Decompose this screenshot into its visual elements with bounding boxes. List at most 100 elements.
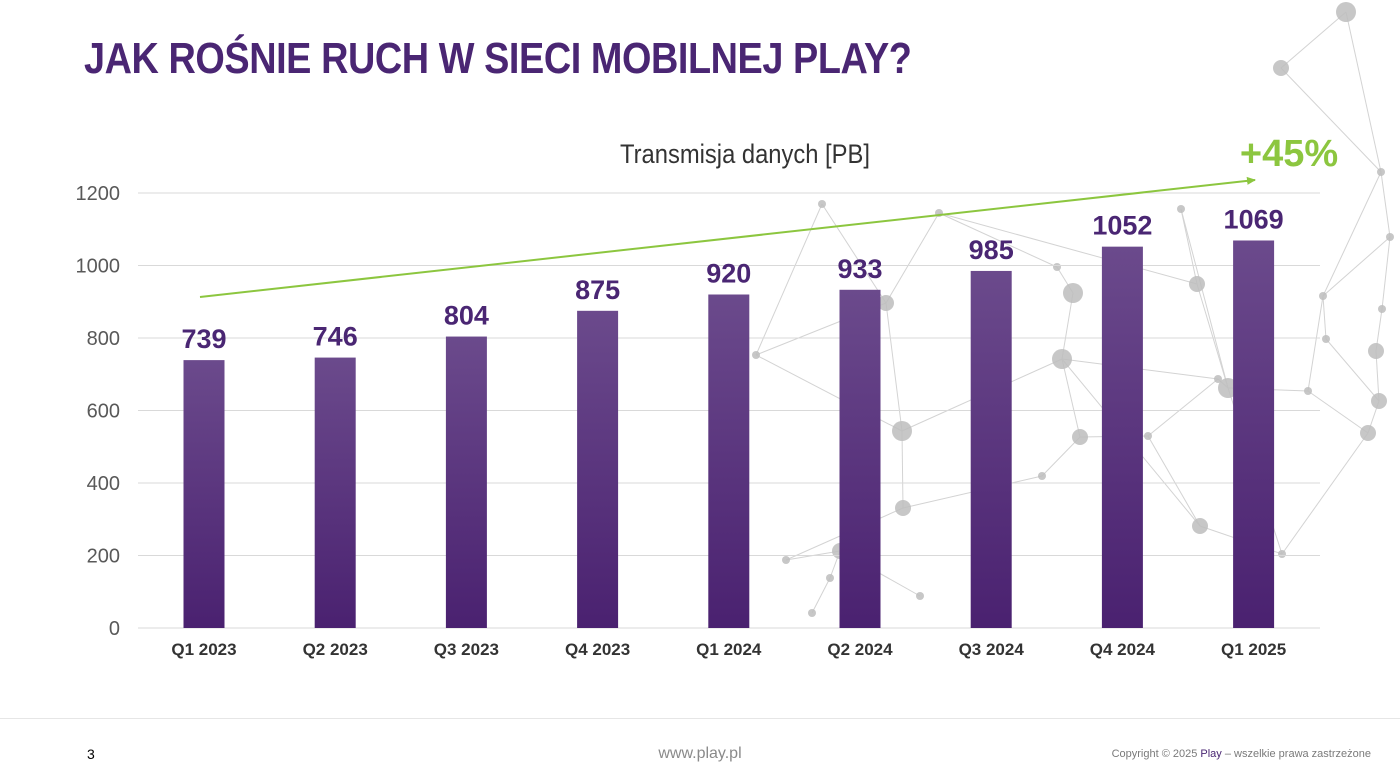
- network-node: [878, 295, 894, 311]
- slide-title: JAK ROŚNIE RUCH W SIECI MOBILNEJ PLAY?: [84, 34, 912, 83]
- bar: [970, 270, 1012, 628]
- network-node: [1053, 263, 1061, 271]
- network-edge: [1180, 208, 1198, 285]
- network-edge: [1345, 11, 1382, 173]
- growth-annotation: +45%: [199, 133, 1338, 298]
- network-edge: [1325, 338, 1380, 402]
- footer-divider: [0, 718, 1400, 719]
- network-node: [1319, 292, 1327, 300]
- network-node: [1378, 305, 1386, 313]
- data-label: 875: [575, 275, 620, 305]
- website-url[interactable]: www.play.pl: [658, 745, 742, 762]
- network-edge: [1147, 378, 1219, 437]
- network-node: [1038, 472, 1046, 480]
- x-tick-label: Q1 2023: [171, 640, 236, 659]
- network-node: [782, 556, 790, 564]
- network-edge: [938, 212, 1058, 268]
- network-node: [1189, 276, 1205, 292]
- network-node: [892, 421, 912, 441]
- network-edge: [1061, 292, 1074, 360]
- data-label: 746: [313, 322, 358, 352]
- x-tick-label: Q2 2024: [827, 640, 893, 659]
- network-node: [1371, 393, 1387, 409]
- data-label: 920: [706, 259, 751, 289]
- network-node: [1304, 387, 1312, 395]
- network-node: [895, 500, 911, 516]
- network-edge: [821, 203, 887, 304]
- y-tick-label: 400: [87, 473, 120, 495]
- network-edge: [885, 302, 903, 432]
- data-label: 1052: [1092, 211, 1152, 241]
- network-edge: [1196, 283, 1229, 389]
- website-link[interactable]: www.play.pl: [0, 745, 1400, 763]
- network-edge: [1061, 358, 1081, 438]
- network-edge: [1322, 295, 1327, 340]
- network-edge: [1375, 350, 1380, 402]
- network-edge: [1041, 436, 1081, 477]
- y-tick-label: 800: [87, 328, 120, 350]
- bar: [183, 360, 225, 628]
- network-node: [1368, 343, 1384, 359]
- network-node: [1192, 518, 1208, 534]
- network-edge: [885, 212, 940, 304]
- network-edge: [1307, 295, 1324, 392]
- data-label: 804: [444, 301, 489, 331]
- data-label: 933: [837, 254, 882, 284]
- network-node: [808, 609, 816, 617]
- network-node: [1072, 429, 1088, 445]
- x-tick-label: Q4 2023: [565, 640, 630, 659]
- copyright-prefix: Copyright © 2025: [1111, 748, 1201, 760]
- data-label: 985: [969, 235, 1014, 265]
- y-tick-label: 1200: [76, 183, 121, 205]
- network-edge: [1322, 171, 1382, 297]
- x-tick-label: Q4 2024: [1090, 640, 1156, 659]
- network-edge: [938, 212, 1198, 285]
- network-node: [1063, 283, 1083, 303]
- network-node: [1386, 233, 1394, 241]
- network-node: [1218, 378, 1238, 398]
- network-edge: [1147, 435, 1201, 527]
- network-node: [818, 200, 826, 208]
- network-edge: [1322, 236, 1391, 297]
- bars: [183, 240, 1275, 629]
- network-node: [1052, 349, 1072, 369]
- x-axis-ticks: Q1 2023 Q2 2023 Q3 2023 Q4 2023 Q1 2024 Q2 20…: [171, 640, 1286, 659]
- data-label: 1069: [1224, 204, 1284, 234]
- network-node: [752, 351, 760, 359]
- data-label: 739: [181, 324, 226, 354]
- x-tick-label: Q1 2024: [696, 640, 762, 659]
- growth-arrow: [199, 176, 1256, 298]
- copyright-brand: Play: [1200, 748, 1222, 760]
- x-tick-label: Q2 2023: [303, 640, 368, 659]
- y-tick-label: 0: [109, 618, 120, 640]
- network-node: [826, 574, 834, 582]
- network-node: [1322, 335, 1330, 343]
- network-node: [1214, 375, 1222, 383]
- y-axis-ticks: 0 200 400 600 800 1000 1200: [76, 183, 121, 640]
- y-tick-label: 600: [87, 401, 120, 423]
- y-tick-label: 1000: [76, 256, 121, 278]
- x-tick-label: Q3 2023: [434, 640, 499, 659]
- x-tick-label: Q3 2024: [959, 640, 1025, 659]
- network-node: [1177, 205, 1185, 213]
- network-node: [916, 592, 924, 600]
- copyright-suffix: – wszelkie prawa zastrzeżone: [1221, 748, 1371, 760]
- network-node: [1278, 550, 1286, 558]
- network-node: [1144, 432, 1152, 440]
- network-node: [1273, 60, 1289, 76]
- network-node: [1360, 425, 1376, 441]
- network-edge: [1281, 432, 1369, 555]
- x-tick-label: Q1 2025: [1221, 640, 1286, 659]
- network-edge: [811, 577, 831, 614]
- bar: [445, 336, 487, 628]
- page-number: 3: [87, 746, 95, 762]
- network-edge: [1380, 171, 1391, 238]
- copyright-notice: Copyright © 2025 Play – wszelkie prawa z…: [1112, 748, 1371, 760]
- y-tick-label: 200: [87, 546, 120, 568]
- network-edge: [1307, 390, 1369, 434]
- data-labels: 739 746 804 875 920 933 985 1052 1069: [181, 204, 1283, 354]
- bar: [577, 310, 619, 628]
- network-edge: [1280, 67, 1382, 173]
- bar: [708, 294, 750, 628]
